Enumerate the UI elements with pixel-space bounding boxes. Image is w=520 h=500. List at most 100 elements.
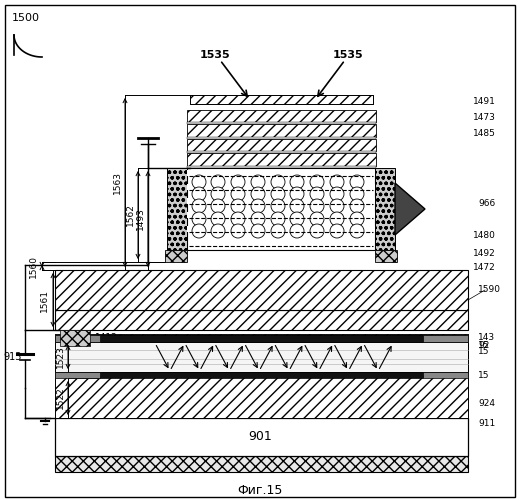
- Text: 1590: 1590: [478, 286, 501, 294]
- Circle shape: [271, 175, 285, 189]
- Circle shape: [290, 212, 304, 226]
- Circle shape: [211, 212, 225, 226]
- Circle shape: [231, 224, 245, 238]
- Circle shape: [192, 224, 206, 238]
- Circle shape: [350, 199, 364, 213]
- Text: 1491: 1491: [473, 98, 496, 106]
- Circle shape: [271, 199, 285, 213]
- Circle shape: [290, 224, 304, 238]
- Circle shape: [290, 175, 304, 189]
- Circle shape: [330, 175, 344, 189]
- Circle shape: [192, 187, 206, 201]
- Circle shape: [231, 175, 245, 189]
- Text: 1500: 1500: [12, 13, 40, 23]
- Bar: [55, 456, 468, 472]
- Bar: [423, 372, 468, 378]
- Circle shape: [231, 199, 245, 213]
- Circle shape: [350, 212, 364, 226]
- Circle shape: [192, 212, 206, 226]
- Circle shape: [290, 187, 304, 201]
- Circle shape: [211, 199, 225, 213]
- Circle shape: [211, 187, 225, 201]
- Circle shape: [251, 212, 265, 226]
- Text: 1493: 1493: [136, 208, 145, 231]
- Bar: [190, 95, 373, 104]
- Bar: [187, 166, 376, 168]
- Text: 143: 143: [478, 334, 495, 342]
- Bar: [187, 154, 376, 166]
- Bar: [187, 198, 375, 204]
- Bar: [55, 342, 468, 372]
- Bar: [55, 335, 100, 342]
- Bar: [165, 250, 187, 262]
- Circle shape: [290, 199, 304, 213]
- Text: 1473: 1473: [473, 112, 496, 122]
- Bar: [190, 95, 373, 104]
- Text: 1535: 1535: [333, 50, 363, 60]
- Bar: [187, 212, 375, 218]
- Text: 1561: 1561: [40, 288, 49, 312]
- Text: 1535: 1535: [200, 50, 230, 60]
- Circle shape: [330, 187, 344, 201]
- Bar: [187, 170, 375, 176]
- Bar: [55, 372, 100, 378]
- Circle shape: [192, 199, 206, 213]
- Bar: [55, 334, 468, 335]
- Circle shape: [251, 187, 265, 201]
- Bar: [423, 335, 468, 342]
- Bar: [187, 151, 376, 154]
- Circle shape: [310, 224, 324, 238]
- Circle shape: [192, 175, 206, 189]
- Bar: [187, 184, 375, 190]
- Circle shape: [330, 199, 344, 213]
- Text: 15: 15: [478, 342, 489, 350]
- Circle shape: [231, 212, 245, 226]
- Text: Фиг.15: Фиг.15: [237, 484, 283, 496]
- Circle shape: [310, 199, 324, 213]
- Bar: [187, 139, 376, 151]
- Text: 15: 15: [478, 348, 489, 356]
- Circle shape: [231, 187, 245, 201]
- Bar: [187, 110, 376, 122]
- Text: 901: 901: [248, 430, 272, 444]
- Bar: [375, 250, 397, 262]
- Circle shape: [211, 175, 225, 189]
- Bar: [55, 270, 468, 310]
- Text: 1523: 1523: [56, 346, 65, 368]
- Bar: [60, 330, 90, 346]
- Text: 1563: 1563: [113, 171, 122, 194]
- Text: 92: 92: [478, 340, 489, 349]
- Text: 1412: 1412: [95, 334, 118, 342]
- Circle shape: [330, 212, 344, 226]
- Circle shape: [330, 224, 344, 238]
- Text: 1492: 1492: [473, 250, 496, 258]
- Text: 15: 15: [478, 370, 489, 380]
- Bar: [100, 335, 423, 342]
- Circle shape: [350, 187, 364, 201]
- Bar: [55, 310, 468, 330]
- Text: 1562: 1562: [126, 204, 135, 227]
- Text: 966: 966: [478, 200, 495, 208]
- Bar: [187, 168, 375, 250]
- Bar: [55, 418, 468, 456]
- Text: 1560: 1560: [29, 254, 38, 278]
- Circle shape: [310, 187, 324, 201]
- Circle shape: [251, 199, 265, 213]
- Text: 1472: 1472: [473, 262, 496, 272]
- Circle shape: [251, 175, 265, 189]
- Text: 924: 924: [478, 398, 495, 407]
- Bar: [187, 226, 375, 232]
- Circle shape: [350, 224, 364, 238]
- Text: 1522: 1522: [56, 386, 65, 409]
- Bar: [100, 372, 423, 378]
- Circle shape: [271, 224, 285, 238]
- Circle shape: [310, 175, 324, 189]
- Circle shape: [251, 224, 265, 238]
- Text: 913: 913: [4, 352, 22, 362]
- Circle shape: [211, 224, 225, 238]
- Bar: [55, 334, 468, 418]
- Circle shape: [310, 212, 324, 226]
- Bar: [167, 168, 187, 250]
- Polygon shape: [395, 183, 425, 235]
- Bar: [375, 168, 395, 250]
